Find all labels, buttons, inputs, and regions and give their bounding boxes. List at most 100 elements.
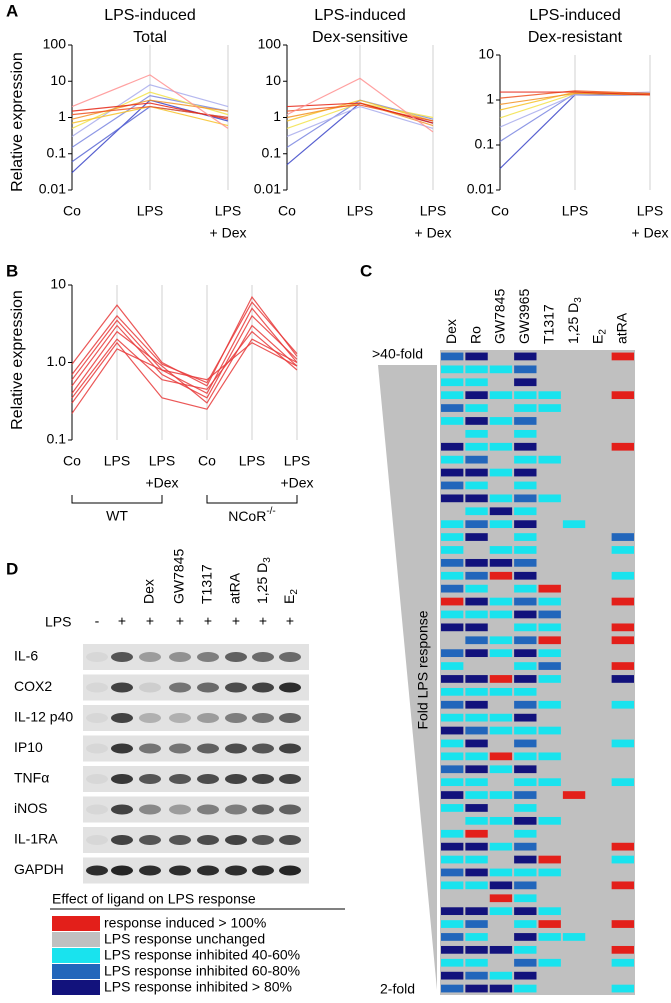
x-tick-label: LPS — [562, 203, 588, 219]
blot-band — [86, 682, 108, 693]
heatmap-cell — [562, 404, 586, 412]
treatment-label: 1,25 D3 — [254, 557, 273, 604]
heatmap-cell — [538, 520, 561, 529]
heatmap-cell — [562, 584, 586, 593]
heatmap-cell — [611, 907, 634, 916]
heatmap-cell — [489, 623, 513, 632]
heatmap-cell — [514, 804, 537, 812]
heatmap-cell — [441, 700, 464, 709]
heatmap-cell — [611, 816, 634, 825]
heatmap-cell — [441, 571, 464, 580]
heatmap-cell — [538, 558, 561, 567]
panel-letter: D — [6, 559, 18, 578]
lps-sign: + — [146, 613, 154, 629]
heatmap-cell — [587, 520, 610, 529]
heatmap-cell — [465, 352, 488, 361]
heatmap-cell — [489, 907, 513, 916]
heatmap-cell — [489, 533, 513, 541]
x-tick-label: LPS — [347, 203, 373, 219]
blot-band — [279, 682, 301, 693]
data-line — [71, 307, 298, 395]
heatmap-cell — [611, 739, 634, 748]
heatmap-cell — [489, 713, 513, 722]
chart-title: Dex-sensitive — [312, 29, 408, 46]
legend-label: LPS response inhibited 40-60% — [104, 947, 300, 963]
lps-sign: + — [118, 613, 126, 629]
x-tick-label: LPS — [137, 203, 163, 219]
heatmap-cell — [489, 791, 513, 799]
blot-band — [86, 865, 108, 876]
heatmap-cell — [562, 881, 586, 890]
blot-band — [252, 774, 274, 784]
heatmap-cell — [562, 739, 586, 748]
blot-band — [86, 713, 108, 723]
blot-band — [86, 652, 108, 662]
blot-label: GAPDH — [14, 861, 64, 877]
heatmap-cell — [489, 855, 513, 864]
heatmap-cell — [587, 958, 610, 967]
blot-band — [111, 713, 133, 723]
blot-band — [225, 682, 247, 693]
heatmap-cell — [587, 378, 610, 387]
heatmap-cell — [611, 378, 634, 387]
heatmap-cell — [514, 894, 537, 903]
heatmap-cell — [611, 804, 634, 812]
chart-title: LPS-induced — [314, 7, 406, 24]
treatment-label: E2 — [281, 589, 300, 604]
column-header-sub: 3 — [573, 297, 584, 303]
heatmap-cell — [562, 507, 586, 516]
heatmap-cell — [562, 971, 586, 980]
heatmap-cell — [587, 533, 610, 541]
heatmap-cell — [514, 623, 537, 632]
blot-band — [139, 713, 161, 723]
heatmap-cell — [465, 507, 488, 516]
heatmap-cell — [611, 726, 634, 735]
blot-band — [169, 652, 191, 662]
heatmap-cell — [562, 829, 586, 838]
heatmap-cell — [538, 778, 561, 787]
heatmap-cell — [489, 378, 513, 387]
panel-letter: B — [6, 261, 18, 280]
heatmap-cell — [441, 816, 464, 825]
heatmap-cell — [611, 391, 634, 400]
heatmap-cell — [489, 700, 513, 709]
blot-band — [252, 835, 274, 845]
y-axis-label: Relative expression — [9, 290, 26, 430]
blot-band — [225, 652, 247, 662]
heatmap-cell — [611, 520, 634, 529]
heatmap-cell — [538, 533, 561, 541]
heatmap-cell — [489, 494, 513, 503]
data-line — [71, 342, 298, 414]
treatment-label: Dex — [141, 579, 157, 604]
blot-band — [279, 865, 301, 876]
heatmap-cell — [587, 907, 610, 916]
heatmap-cell — [514, 881, 537, 890]
heatmap-cell — [441, 881, 464, 890]
heatmap-cell — [611, 868, 634, 877]
treatment-label: T1317 — [199, 564, 215, 604]
blot-band — [111, 743, 133, 754]
x-tick-label: +Dex — [145, 475, 178, 491]
heatmap-cell — [611, 971, 634, 980]
x-tick-label: LPS — [104, 453, 130, 469]
heatmap-cell — [587, 558, 610, 567]
fold-axis-label: Fold LPS response — [415, 610, 431, 729]
heatmap-cell — [489, 752, 513, 761]
heatmap-cell — [611, 933, 634, 941]
heatmap-cell — [489, 597, 513, 606]
heatmap-cell — [514, 455, 537, 464]
heatmap-cell — [465, 584, 488, 593]
blot-band — [111, 804, 133, 815]
heatmap-cell — [587, 765, 610, 774]
heatmap-cell — [465, 520, 488, 529]
heatmap-cell — [441, 546, 464, 554]
heatmap-cell — [611, 597, 634, 606]
group-label-sup: -/- — [266, 506, 275, 517]
heatmap-cell — [514, 855, 537, 864]
legend-swatch — [52, 980, 100, 995]
heatmap-cell — [587, 700, 610, 709]
heatmap-cell — [611, 791, 634, 799]
x-tick-label: LPS — [284, 453, 310, 469]
heatmap-cell — [441, 958, 464, 967]
heatmap-cell — [538, 584, 561, 593]
